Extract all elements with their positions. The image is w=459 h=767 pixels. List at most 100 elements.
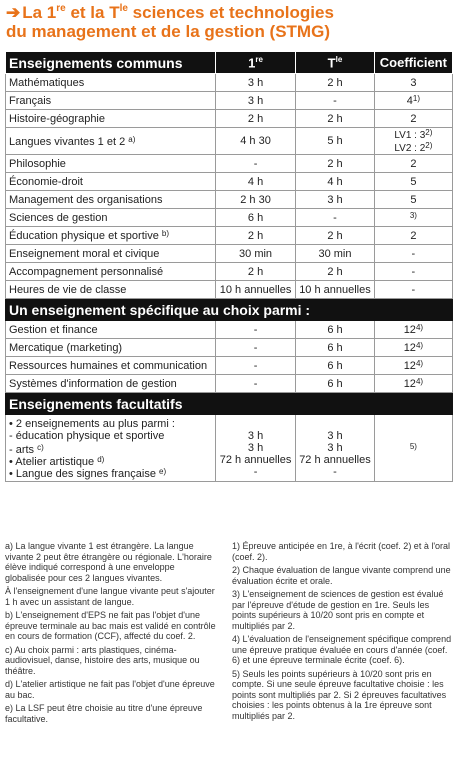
coefficient: 5 [373,172,454,191]
subject-name: Mercatique (marketing) [9,341,123,354]
coefficient: 3) [373,208,454,227]
subject-name: Éducation physique et sportive [9,230,159,242]
footnote: a) La langue vivante 1 est étrangère. La… [5,541,212,583]
subject-label: Langues vivantes 1 et 2 a) [5,127,216,155]
subject-label: Sciences de gestion [5,208,216,227]
hours-final-year: 5 h [295,127,375,155]
footnote-ref: a) [128,134,136,144]
header-coefficient: Coefficient [373,51,454,74]
table-row: Langues vivantes 1 et 2 a) 4 h 30 5 h LV1 :… [5,127,454,155]
coefficient: 2 [373,109,454,128]
subject-label: Économie-droit [5,172,216,191]
coefficient-lv: LV1 : 32) LV2 : 22) [394,128,433,154]
hours-first-year: 2 h [214,226,297,245]
hours-final-year: 2 h [295,73,375,92]
footnotes-right: 1) Épreuve anticipée en 1re, à l'écrit (… [232,541,454,724]
optional-hours [299,418,371,430]
subject-label: Management des organisations [5,190,216,209]
band-label: Enseignements facultatifs [5,392,453,415]
subject-label: Philosophie [5,154,216,173]
optional-item: - éducation physique et sportive [9,430,165,442]
subject-name: Histoire-géographie [9,112,105,125]
hours-final-year: - [295,208,375,227]
hours-first-year: - [214,320,297,339]
footnote-ref: 4) [415,377,424,386]
optional-hours: - [333,466,337,478]
footnote: c) Au choix parmi : arts plastiques, cin… [5,644,200,676]
subject-label: Mercatique (marketing) [5,338,216,357]
table-row: Heures de vie de classe 10 h annuelles 10 … [5,280,454,299]
optional-item: - arts c) [9,443,44,456]
coefficient: 2 [373,154,454,173]
hours-first-year: 30 min [214,244,297,263]
subject-name: Systèmes d'information de gestion [9,377,177,390]
optional-coefficient: 5) [373,414,454,482]
coefficient: 2 [373,226,454,245]
coefficient: - [373,262,454,281]
table-row: Enseignement moral et civique 30 min 30 mi… [5,244,454,263]
hours-final-year: 10 h annuelles [295,280,375,299]
hours-final-year: 6 h [295,374,375,393]
hours-final-year: 2 h [295,154,375,173]
hours-final-year: 6 h [295,320,375,339]
subject-name: Gestion et finance [9,323,98,336]
band-label: Un enseignement spécifique au choix parm… [5,298,453,321]
subject-label: Mathématiques [5,73,216,92]
optional-item: • 2 enseignements au plus parmi : [9,418,175,430]
subject-label: Enseignement moral et civique [5,244,216,263]
hours-first-year: 2 h [214,109,297,128]
curriculum-table: Enseignements communs 1re Tle Coefficien… [5,51,454,482]
subject-label: Heures de vie de classe [5,280,216,299]
coefficient: - [373,280,454,299]
optional-hours: - [253,466,258,478]
subject-name: Ressources humaines et communication [9,359,208,372]
hours-final-year: - [295,91,375,110]
footnote-ref: b) [161,229,170,238]
footnote-ref: 2) [425,128,433,137]
hours-first-year: 4 h 30 [214,127,297,155]
hours-first-year: - [214,374,297,393]
table-header: Enseignements communs 1re Tle Coefficien… [5,51,454,74]
table-row: Ressources humaines et communication -6 h… [5,356,454,375]
table-row: Sciences de gestion 6 h - 3) [5,208,454,227]
footnote: 4) L'évaluation de l'enseignement spécif… [232,634,452,665]
hours-final-year: 2 h [295,226,375,245]
header-subjects: Enseignements communs [5,51,216,74]
page-title: ➔ La 1re et la Tle sciences et technologi… [6,3,334,41]
optional-hours [219,418,292,430]
footnote-ref: e) [159,467,167,476]
optional-list: • 2 enseignements au plus parmi :- éduca… [5,414,216,482]
optional-item: • Atelier artistique d) [9,455,105,468]
subject-name: Langues vivantes 1 et 2 [9,135,126,148]
table-row-optional: • 2 enseignements au plus parmi :- éduca… [5,414,454,482]
subject-name: Philosophie [9,157,66,170]
subject-name: Accompagnement personnalisé [9,265,164,278]
hours-first-year: 3 h [214,91,297,110]
table-row: Gestion et finance -6 h 124) [5,320,454,339]
hours-first-year: 2 h [214,262,297,281]
footnote: À l'enseignement d'une langue vivante pe… [5,586,215,607]
coefficient: 124) [373,374,454,393]
optional-item: • Langue des signes française e) [9,467,167,480]
section-optional: Enseignements facultatifs [5,392,453,415]
coefficient: 3 [373,73,454,92]
optional-hours: 72 h annuelles [299,454,371,466]
footnote: e) La LSF peut être choisie au titre d'u… [5,703,203,724]
hours-final-year: 4 h [295,172,375,191]
coefficient: - [373,244,454,263]
subject-name: Économie-droit [9,175,83,188]
hours-final-year: 3 h [295,190,375,209]
hours-first-year: 6 h [214,208,297,227]
footnote-ref: 4) [415,359,424,368]
hours-first-year: 10 h annuelles [214,280,297,299]
hours-final-year: 30 min [295,244,375,263]
table-row: Mercatique (marketing) -6 h 124) [5,338,454,357]
footnote-ref: 4) [415,341,424,350]
